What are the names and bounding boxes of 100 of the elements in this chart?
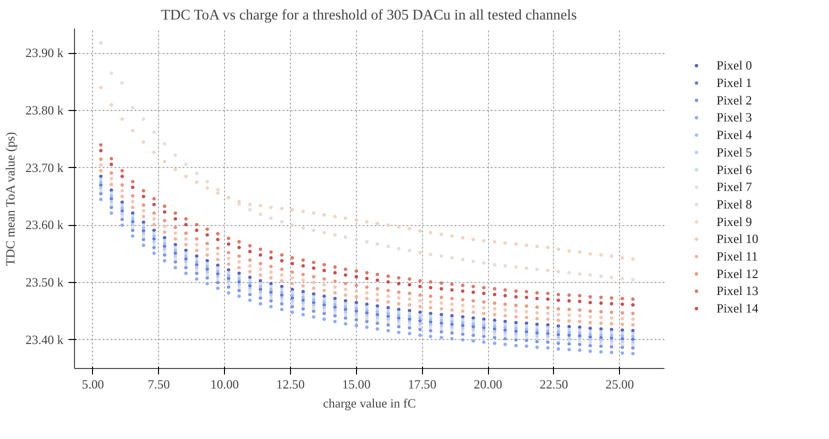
point [322,283,326,287]
point [152,240,156,244]
point [535,346,539,350]
point [152,228,156,232]
point [546,346,550,350]
point [290,276,294,280]
point [184,252,188,256]
point [535,328,539,332]
point [546,328,550,332]
point [354,324,358,328]
point [120,168,124,172]
point [301,226,305,230]
point [184,237,188,241]
point [142,238,146,242]
point [120,206,124,210]
point [322,312,326,316]
point [130,217,134,221]
point [216,188,220,192]
point [248,290,252,294]
point [514,295,518,299]
point [110,103,114,107]
point [567,271,571,274]
point [418,229,422,233]
point [269,206,273,210]
point [460,318,464,322]
point [556,330,560,334]
point [290,270,294,274]
point [322,230,326,234]
point [524,296,528,300]
point [99,168,103,172]
point [301,304,305,308]
point [354,295,358,299]
point [460,329,464,333]
x-tick-label: 5.00 [82,378,104,392]
point [216,266,220,270]
point [440,312,444,316]
point [386,312,390,316]
point [152,202,156,206]
point [269,284,273,288]
point [206,258,209,262]
point [226,285,230,289]
point [503,308,507,312]
point [120,81,124,85]
point [376,310,380,314]
point [396,282,400,286]
point [386,294,390,298]
point [396,313,400,317]
point [599,316,603,320]
point [333,302,337,306]
point [546,268,550,272]
point [524,310,528,314]
point [460,258,464,262]
point [312,309,316,313]
y-tick-label: 23.70 k [26,160,64,175]
point [556,312,560,316]
point [280,253,284,257]
point [237,274,241,278]
point [376,287,380,291]
y-axis-title: TDC mean ToA value (ps) [4,132,18,266]
point [333,233,337,237]
point [110,191,114,195]
point [610,330,614,334]
point [226,256,230,260]
point [99,189,103,193]
point [312,228,316,232]
point [184,262,188,266]
point [578,340,582,344]
point [472,260,476,264]
point [631,323,635,327]
point [194,228,198,232]
legend-label: Pixel 6 [716,162,752,177]
point [514,265,518,269]
point [503,241,507,245]
point [152,222,156,226]
point [599,342,603,346]
point [354,306,358,310]
point [365,316,369,320]
point [110,156,114,160]
point [365,291,369,295]
point [428,323,432,327]
point [472,316,476,320]
point [588,329,592,333]
point [460,315,464,319]
point [546,297,550,301]
point [216,280,220,284]
point [535,336,539,340]
x-tick-label: 7.50 [148,378,170,392]
point [354,315,358,319]
point [482,328,486,332]
point [418,284,422,288]
point [408,320,412,324]
point [301,296,305,300]
point [290,288,294,292]
point [428,280,432,284]
point [610,316,614,320]
point [631,303,635,307]
point [408,297,412,301]
point [142,194,146,198]
point [333,296,337,300]
point [130,186,134,190]
